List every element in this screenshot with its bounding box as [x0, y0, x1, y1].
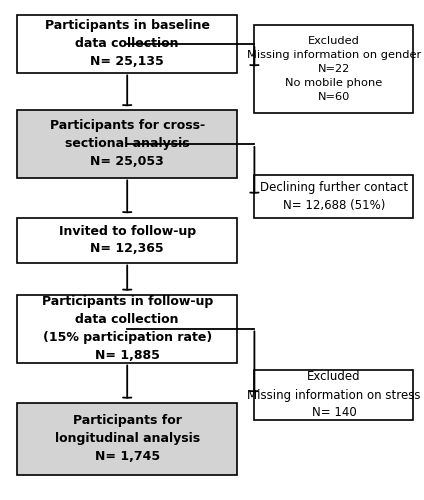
- FancyBboxPatch shape: [254, 175, 413, 218]
- Text: Excluded
Missing information on gender
N=22
No mobile phone
N=60: Excluded Missing information on gender N…: [247, 36, 421, 102]
- Text: Participants for cross-
sectional analysis
N= 25,053: Participants for cross- sectional analys…: [50, 119, 205, 168]
- FancyBboxPatch shape: [17, 295, 237, 362]
- Text: Participants for
longitudinal analysis
N= 1,745: Participants for longitudinal analysis N…: [55, 414, 200, 463]
- Text: Excluded
Missing information on stress
N= 140: Excluded Missing information on stress N…: [247, 370, 421, 420]
- FancyBboxPatch shape: [254, 25, 413, 112]
- Text: Participants in baseline
data collection
N= 25,135: Participants in baseline data collection…: [45, 19, 210, 68]
- FancyBboxPatch shape: [254, 370, 413, 420]
- FancyBboxPatch shape: [17, 218, 237, 262]
- FancyBboxPatch shape: [17, 110, 237, 178]
- Text: Declining further contact
N= 12,688 (51%): Declining further contact N= 12,688 (51%…: [260, 181, 408, 212]
- Text: Participants in follow-up
data collection
(15% participation rate)
N= 1,885: Participants in follow-up data collectio…: [42, 295, 213, 362]
- FancyBboxPatch shape: [17, 15, 237, 72]
- FancyBboxPatch shape: [17, 402, 237, 475]
- Text: Invited to follow-up
N= 12,365: Invited to follow-up N= 12,365: [59, 224, 196, 256]
